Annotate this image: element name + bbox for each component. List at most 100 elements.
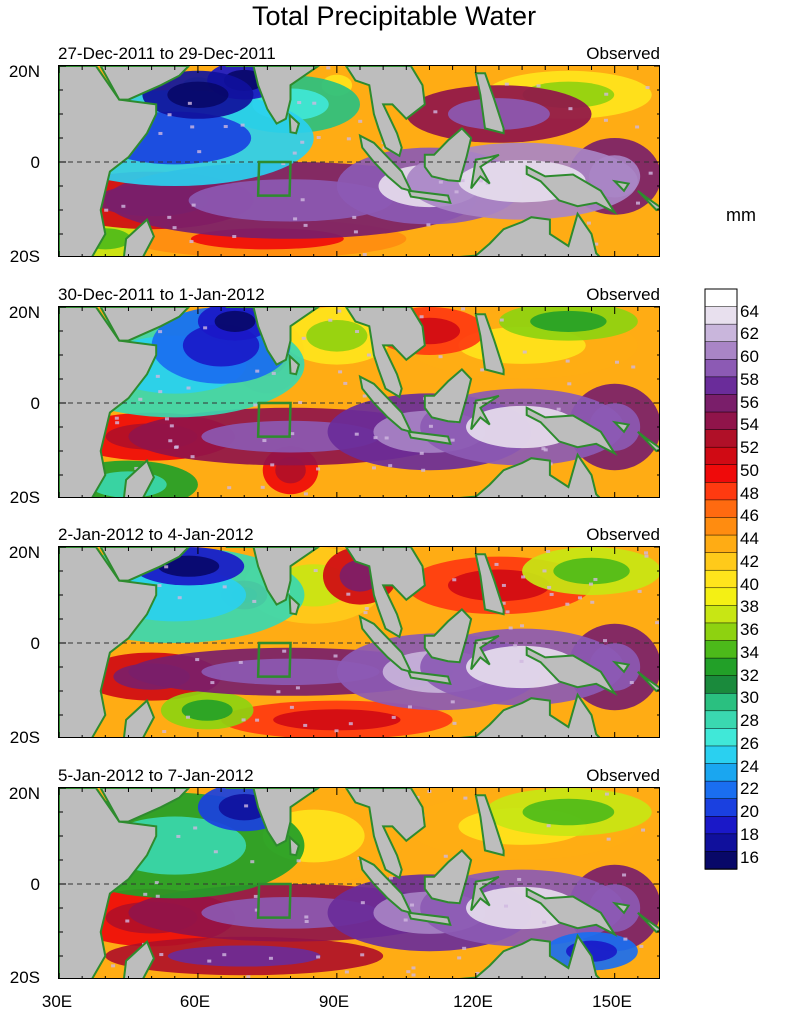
- panel-3-lat-20s: 20S: [9, 728, 40, 747]
- land-mass: [611, 179, 631, 193]
- data-speckle: [262, 439, 267, 443]
- data-speckle: [520, 624, 525, 628]
- land-mass: [123, 939, 156, 978]
- data-speckle: [270, 463, 275, 467]
- land-mass: [637, 431, 659, 453]
- data-speckle: [637, 589, 642, 593]
- data-speckle: [360, 953, 365, 957]
- lon-label-30e: 30E: [41, 992, 73, 1011]
- moisture-field-core: [522, 798, 615, 826]
- data-speckle: [154, 881, 159, 885]
- colorbar-label: 64: [740, 301, 759, 321]
- data-speckle: [210, 681, 215, 685]
- data-speckle: [505, 610, 510, 614]
- moisture-field-core: [158, 555, 220, 577]
- land-mass: [525, 646, 618, 697]
- colorbar-label: 46: [740, 506, 759, 526]
- study-region-box: [256, 641, 292, 678]
- data-speckle: [604, 792, 609, 796]
- data-speckle: [253, 403, 258, 407]
- panel-4-lat-20n: 20N: [8, 784, 40, 803]
- data-speckle: [187, 101, 192, 105]
- data-speckle: [301, 336, 306, 340]
- data-speckle: [593, 577, 598, 581]
- data-speckle: [159, 953, 164, 957]
- data-speckle: [521, 575, 526, 579]
- data-speckle: [371, 466, 376, 470]
- data-speckle: [172, 226, 177, 230]
- data-speckle: [364, 606, 369, 610]
- data-speckle: [543, 448, 548, 452]
- data-speckle: [303, 492, 308, 496]
- colorbar: [704, 288, 738, 870]
- data-speckle: [292, 151, 297, 155]
- land-mass: [225, 66, 321, 125]
- land-mass: [99, 547, 191, 582]
- data-speckle: [168, 439, 173, 443]
- data-speckle: [114, 416, 119, 420]
- data-speckle: [463, 796, 468, 800]
- land-mass: [459, 692, 601, 737]
- colorbar-segment: [704, 517, 738, 536]
- colorbar-label: 40: [740, 574, 759, 594]
- moisture-field-core: [181, 699, 233, 721]
- data-speckle: [586, 221, 591, 225]
- panel-4-tag: Observed: [586, 766, 660, 785]
- lon-label-60e: 60E: [179, 992, 211, 1011]
- data-speckle: [158, 330, 163, 334]
- data-speckle: [255, 718, 260, 722]
- data-speckle: [252, 599, 257, 603]
- data-speckle: [419, 315, 424, 319]
- data-speckle: [203, 326, 208, 330]
- data-speckle: [542, 569, 547, 573]
- land-mass: [525, 887, 618, 938]
- data-speckle: [271, 371, 276, 375]
- data-speckle: [480, 368, 485, 372]
- colorbar-label: 50: [740, 460, 759, 480]
- data-speckle: [186, 715, 191, 719]
- data-speckle: [644, 551, 649, 555]
- data-speckle: [353, 230, 358, 234]
- colorbar-segment: [704, 446, 738, 466]
- colorbar-segment: [704, 429, 738, 448]
- land-mass: [407, 911, 452, 927]
- data-speckle: [121, 204, 126, 208]
- colorbar-segment: [704, 710, 738, 730]
- data-speckle: [460, 179, 465, 183]
- data-speckle: [138, 397, 143, 401]
- data-speckle: [193, 826, 198, 830]
- colorbar-label: 44: [740, 529, 759, 549]
- data-speckle: [410, 903, 415, 907]
- data-speckle: [254, 908, 259, 912]
- colorbar-label: 38: [740, 597, 759, 617]
- colorbar-segment: [704, 552, 738, 571]
- land-mass: [225, 307, 321, 366]
- data-speckle: [343, 381, 348, 385]
- land-mass: [423, 608, 473, 664]
- precipitable-water-map-4: [59, 788, 659, 978]
- data-speckle: [629, 681, 634, 685]
- study-region-box: [256, 160, 292, 197]
- data-speckle: [338, 370, 343, 374]
- panel-3-period: 2-Jan-2012 to 4-Jan-2012: [58, 525, 254, 544]
- data-speckle: [111, 964, 116, 968]
- colorbar-label: 58: [740, 369, 759, 389]
- land-mass: [99, 66, 191, 101]
- panel-3-lat-0: 0: [30, 634, 40, 653]
- colorbar-unit: mm: [726, 205, 756, 225]
- data-speckle: [297, 101, 302, 105]
- data-speckle: [501, 601, 506, 605]
- data-speckle: [504, 82, 509, 86]
- data-speckle: [158, 390, 163, 394]
- land-mass: [344, 307, 426, 399]
- land-mass: [344, 66, 426, 158]
- data-speckle: [143, 892, 148, 896]
- data-speckle: [577, 596, 582, 600]
- land-mass: [525, 165, 618, 216]
- data-speckle: [177, 596, 182, 600]
- colorbar-segment: [704, 534, 738, 554]
- data-speckle: [547, 585, 552, 589]
- data-speckle: [352, 215, 357, 219]
- colorbar-border: [704, 288, 738, 870]
- data-speckle: [403, 918, 408, 922]
